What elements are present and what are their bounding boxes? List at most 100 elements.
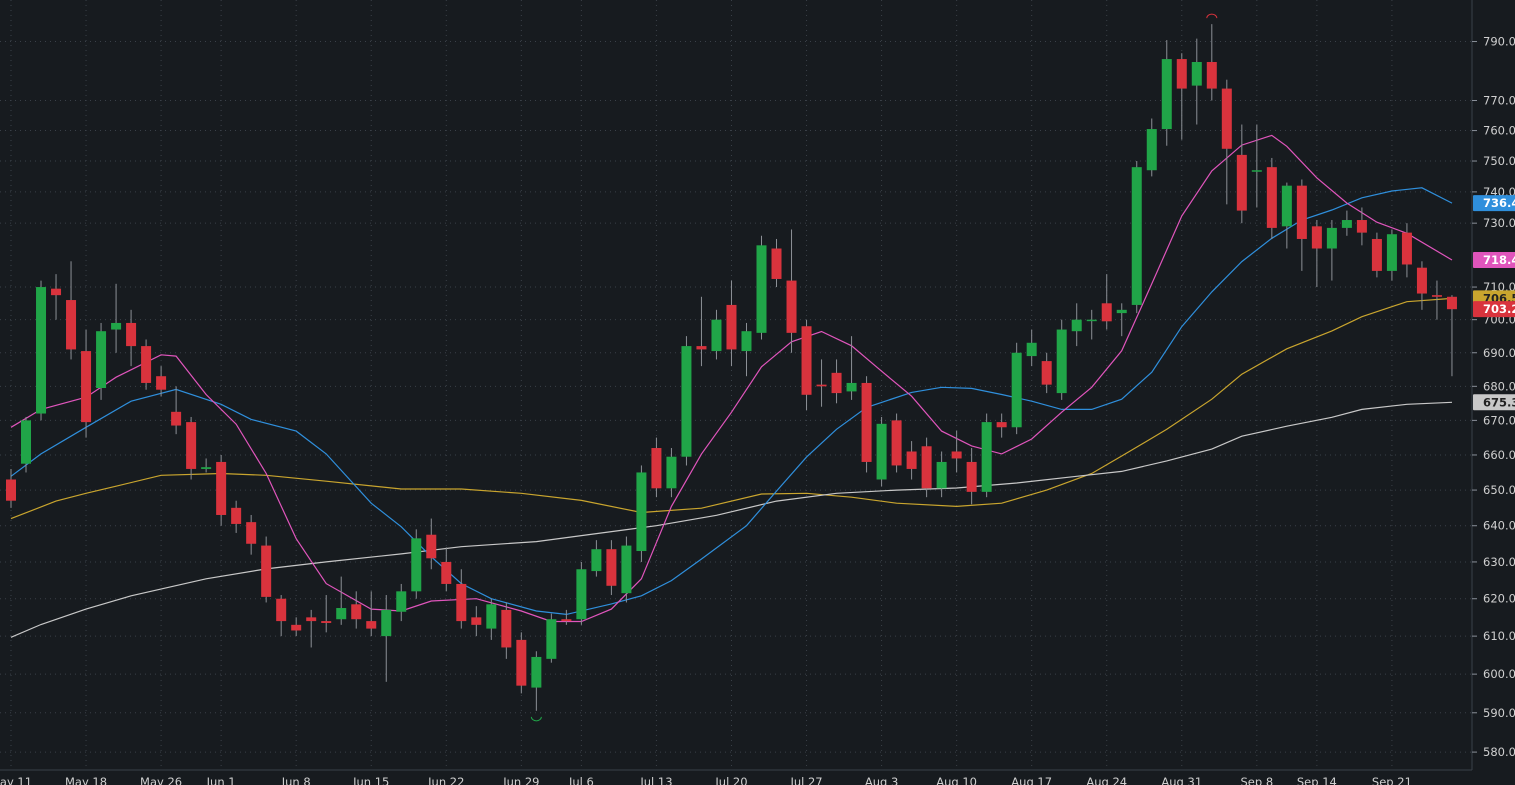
candle-body — [126, 322, 137, 347]
y-tick-label: 660.0 — [1483, 448, 1515, 462]
candle-body — [621, 545, 632, 594]
candle-body — [261, 545, 272, 597]
candle-body — [111, 322, 122, 330]
y-tick-label: 680.0 — [1483, 379, 1515, 393]
candle-body — [1326, 227, 1337, 249]
candle-body — [351, 604, 362, 620]
candle-body — [201, 467, 212, 469]
x-tick-label: Sep 14 — [1297, 775, 1337, 785]
candle-body — [1386, 234, 1397, 271]
candle-body — [486, 604, 497, 629]
x-tick-label: May 26 — [140, 775, 182, 785]
moving-average-line — [10, 401, 1453, 638]
candle-body — [696, 346, 707, 350]
candle-body — [1266, 167, 1277, 228]
candle-body — [81, 351, 92, 423]
candle-body — [726, 304, 737, 350]
candle-body — [1296, 185, 1307, 239]
candle-body — [1221, 88, 1232, 149]
candle-body — [921, 446, 932, 489]
y-tick-label: 650.0 — [1483, 483, 1515, 497]
x-tick-label: Aug 10 — [936, 775, 977, 785]
candle-body — [1146, 129, 1157, 171]
moving-average-line — [10, 187, 1453, 616]
x-tick-label: Jul 6 — [568, 775, 594, 785]
candle-body — [951, 451, 962, 459]
candle-body — [21, 420, 32, 464]
candle-body — [1011, 352, 1022, 428]
y-tick-label: 640.0 — [1483, 519, 1515, 533]
candle-body — [966, 461, 977, 492]
candle-body — [981, 422, 992, 492]
x-tick-label: Sep 21 — [1372, 775, 1412, 785]
candle-body — [816, 384, 827, 387]
candles — [6, 13, 1457, 722]
candle-body — [246, 522, 257, 544]
candle-body — [1281, 185, 1292, 227]
price-badge — [1473, 252, 1515, 269]
candle-body — [1086, 319, 1097, 322]
y-tick-label: 630.0 — [1483, 555, 1515, 569]
candle-body — [96, 331, 107, 389]
x-tick-label: May 18 — [65, 775, 107, 785]
candle-body — [1356, 220, 1367, 233]
candle-body — [6, 479, 16, 501]
candle-body — [171, 411, 182, 426]
candle-body — [1161, 59, 1172, 130]
y-tick-label: 750.0 — [1483, 154, 1515, 168]
price-badge — [1473, 195, 1515, 212]
candle-body — [411, 538, 422, 592]
candle-body — [801, 326, 812, 395]
x-tick-label: Sep 8 — [1241, 775, 1274, 785]
candle-body — [1071, 319, 1082, 332]
price-badge-label: 675.3 — [1483, 395, 1515, 409]
y-tick-label: 590.0 — [1483, 706, 1515, 720]
candle-body — [1446, 296, 1457, 310]
candle-body — [1311, 226, 1322, 249]
y-tick-label: 690.0 — [1483, 346, 1515, 360]
candle-body — [651, 448, 662, 489]
price-badge — [1473, 394, 1515, 411]
candle-body — [141, 346, 152, 383]
candle-body — [426, 534, 437, 559]
candle-body — [906, 451, 917, 469]
high-marker — [1206, 13, 1218, 19]
candle-body — [276, 598, 287, 622]
y-tick-label: 610.0 — [1483, 629, 1515, 643]
price-badge-label: 718.4 — [1483, 253, 1515, 267]
candle-body — [1251, 170, 1262, 172]
candle-body — [1416, 267, 1427, 294]
axis: 580.0 590.0 600.0 610.0 620.0 630.0 640.0 650.0… — [0, 35, 1515, 785]
x-tick-label: Jun 8 — [281, 775, 311, 785]
candle-body — [546, 619, 557, 659]
x-tick-label: Jun 1 — [206, 775, 236, 785]
moving-average-line — [10, 134, 1453, 623]
candle-body — [216, 461, 227, 515]
low-marker — [530, 716, 542, 722]
candle-body — [1431, 295, 1442, 297]
candle-body — [336, 608, 347, 620]
candle-body — [936, 461, 947, 489]
x-tick-label: Jun 22 — [427, 775, 464, 785]
price-badges: 706.5675.3736.4718.4703.2 — [1473, 195, 1515, 411]
candle-body — [186, 422, 197, 469]
candle-body — [66, 300, 77, 350]
candle-body — [666, 456, 677, 489]
candle-body — [291, 624, 302, 631]
candle-body — [501, 609, 512, 648]
candle-body — [861, 382, 872, 462]
candle-body — [1116, 309, 1127, 314]
candle-body — [681, 346, 692, 457]
candle-body — [51, 288, 62, 296]
y-tick-label: 670.0 — [1483, 413, 1515, 427]
candle-body — [876, 423, 887, 480]
candle-body — [1371, 238, 1382, 271]
candle-body — [471, 617, 482, 625]
candle-body — [231, 507, 242, 524]
candle-body — [1176, 59, 1187, 89]
y-tick-label: 770.0 — [1483, 94, 1515, 108]
candle-body — [771, 248, 782, 279]
candle-body — [366, 621, 377, 629]
candle-body — [1056, 329, 1067, 394]
